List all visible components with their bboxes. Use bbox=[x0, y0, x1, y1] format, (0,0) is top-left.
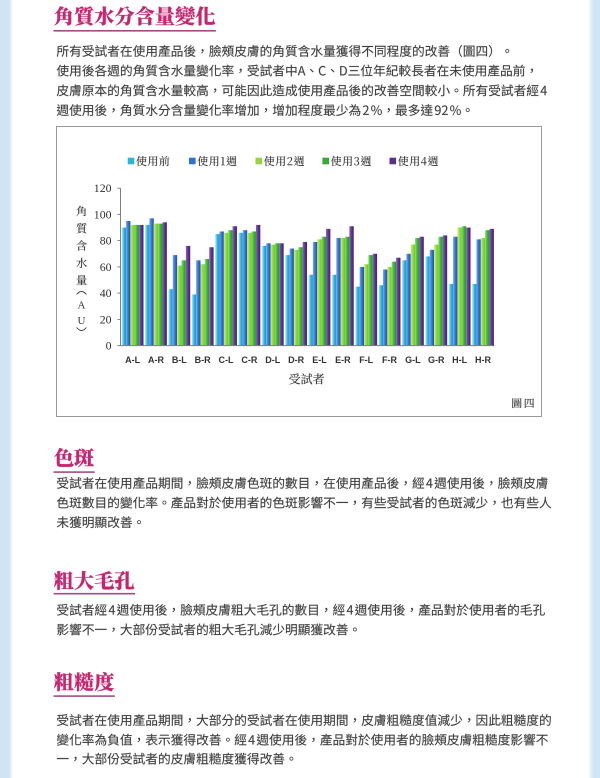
svg-text:A: A bbox=[78, 300, 86, 312]
svg-text:F-L: F-L bbox=[359, 355, 373, 365]
svg-text:120: 120 bbox=[94, 181, 112, 195]
svg-text:G-R: G-R bbox=[428, 355, 445, 365]
svg-text:E-R: E-R bbox=[335, 355, 351, 365]
svg-text:B-R: B-R bbox=[195, 355, 211, 365]
svg-text:F-R: F-R bbox=[382, 355, 397, 365]
svg-text:G-L: G-L bbox=[405, 355, 421, 365]
svg-text:A-L: A-L bbox=[125, 355, 140, 365]
svg-text:40: 40 bbox=[100, 286, 112, 300]
svg-text:60: 60 bbox=[100, 260, 112, 274]
svg-text:B-L: B-L bbox=[172, 355, 187, 365]
svg-text:80: 80 bbox=[100, 234, 112, 248]
svg-text:E-L: E-L bbox=[312, 355, 327, 365]
svg-text:H-L: H-L bbox=[452, 355, 467, 365]
svg-text:20: 20 bbox=[100, 312, 112, 326]
svg-text:C-R: C-R bbox=[241, 355, 257, 365]
svg-text:0: 0 bbox=[106, 339, 112, 353]
svg-text:C-L: C-L bbox=[219, 355, 234, 365]
svg-text:H-R: H-R bbox=[475, 355, 491, 365]
svg-text:100: 100 bbox=[94, 207, 112, 221]
svg-text:A-R: A-R bbox=[148, 355, 164, 365]
svg-text:D-R: D-R bbox=[288, 355, 304, 365]
svg-text:U: U bbox=[78, 315, 86, 327]
svg-text:D-L: D-L bbox=[265, 355, 280, 365]
